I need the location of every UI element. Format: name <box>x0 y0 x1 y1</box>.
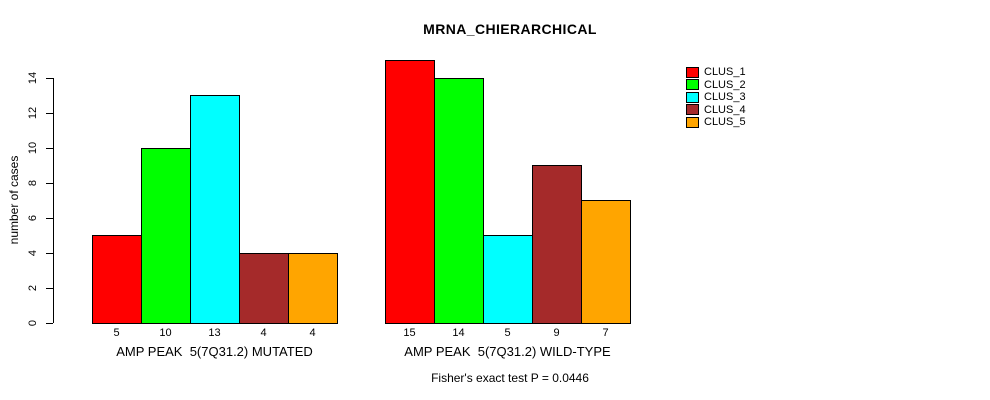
legend: CLUS_1 CLUS_2 CLUS_3 CLUS_4 CLUS_5 <box>686 66 746 129</box>
legend-label: CLUS_1 <box>704 66 746 79</box>
y-tick-mark <box>46 112 53 114</box>
bar-value-label: 9 <box>553 327 560 339</box>
legend-label: CLUS_4 <box>704 103 746 116</box>
legend-item: CLUS_4 <box>686 104 746 117</box>
y-tick-mark <box>46 182 53 184</box>
bar-g1-s2 <box>483 235 533 324</box>
bar-g0-s0 <box>92 235 142 324</box>
bar-value-label: 13 <box>208 327 221 339</box>
bar-value-label: 5 <box>113 327 120 339</box>
legend-label: CLUS_2 <box>704 78 746 91</box>
chart-title: MRNA_CHIERARCHICAL <box>423 21 597 37</box>
y-tick-label: 8 <box>27 179 39 187</box>
y-axis-label: number of cases <box>7 155 21 245</box>
y-tick-mark <box>46 217 53 219</box>
y-tick-mark <box>46 322 53 324</box>
y-tick-mark <box>46 147 53 149</box>
y-tick-label: 2 <box>27 284 39 292</box>
legend-swatch-icon <box>686 104 699 116</box>
legend-label: CLUS_5 <box>704 116 746 129</box>
bar-g0-s1 <box>141 148 191 324</box>
legend-item: CLUS_5 <box>686 116 746 129</box>
y-tick-mark <box>46 77 53 79</box>
bar-value-label: 7 <box>602 327 609 339</box>
bar-value-label: 14 <box>452 327 465 339</box>
bar-value-label: 5 <box>504 327 511 339</box>
bar-g1-s1 <box>434 78 484 324</box>
y-tick-label: 0 <box>27 319 39 327</box>
bar-value-label: 4 <box>260 327 267 339</box>
y-tick-label: 6 <box>27 214 39 222</box>
y-tick-mark <box>46 252 53 254</box>
y-tick-label: 10 <box>27 141 39 155</box>
legend-label: CLUS_3 <box>704 91 746 104</box>
legend-swatch-icon <box>686 91 699 103</box>
legend-swatch-icon <box>686 66 699 78</box>
footnote: Fisher's exact test P = 0.0446 <box>431 371 589 385</box>
bar-value-label: 15 <box>403 327 416 339</box>
bar-g1-s3 <box>532 165 582 324</box>
x-axis-group-label: AMP PEAK 5(7Q31.2) WILD-TYPE <box>404 344 611 359</box>
bar-g0-s3 <box>239 253 289 324</box>
bar-g1-s4 <box>581 200 631 324</box>
legend-swatch-icon <box>686 79 699 91</box>
x-axis-group-label: AMP PEAK 5(7Q31.2) MUTATED <box>116 344 313 359</box>
y-axis <box>53 78 54 323</box>
y-tick-mark <box>46 287 53 289</box>
bar-value-label: 10 <box>159 327 172 339</box>
legend-swatch-icon <box>686 116 699 128</box>
legend-item: CLUS_2 <box>686 79 746 92</box>
bar-value-label: 4 <box>309 327 316 339</box>
legend-item: CLUS_3 <box>686 91 746 104</box>
y-tick-label: 4 <box>27 249 39 257</box>
legend-item: CLUS_1 <box>686 66 746 79</box>
bar-g1-s0 <box>385 60 435 324</box>
y-tick-label: 14 <box>27 71 39 85</box>
bar-g0-s4 <box>288 253 338 324</box>
y-tick-label: 12 <box>27 106 39 120</box>
bar-g0-s2 <box>190 95 240 324</box>
